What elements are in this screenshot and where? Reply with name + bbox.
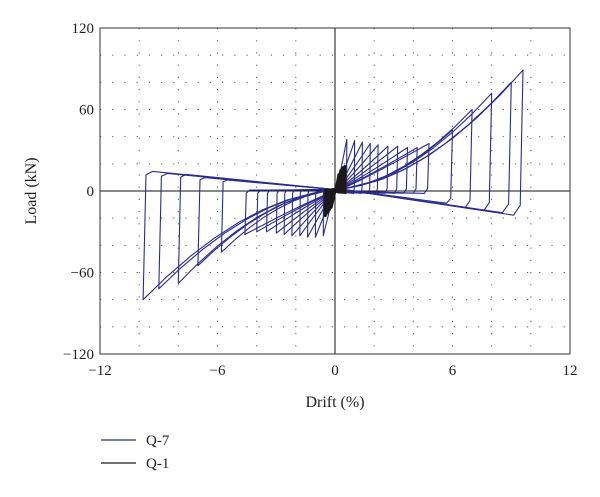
series-q-1	[323, 165, 347, 218]
series-q-7	[142, 69, 524, 301]
y-axis-title: Load (kN)	[23, 157, 40, 224]
x-tick-label: −12	[88, 363, 111, 379]
y-tick-label: 120	[72, 21, 95, 37]
y-tick-label: 60	[79, 103, 94, 119]
legend-label-q7: Q-7	[146, 433, 170, 449]
hysteresis-loop	[323, 165, 347, 218]
x-axis-title: Drift (%)	[305, 394, 364, 411]
x-tick-label: 12	[563, 363, 578, 379]
y-tick-label: −60	[71, 266, 94, 282]
y-tick-label: −120	[63, 347, 94, 363]
y-tick-label: 0	[87, 184, 95, 200]
series-layer	[142, 69, 524, 301]
legend-label-q1: Q-1	[146, 456, 169, 472]
legend: Q-7 Q-1	[101, 433, 170, 472]
plot-frame	[99, 27, 571, 355]
x-tick-label: 6	[449, 363, 457, 379]
x-tick-label: −6	[210, 363, 226, 379]
x-tick-label: 0	[331, 363, 339, 379]
